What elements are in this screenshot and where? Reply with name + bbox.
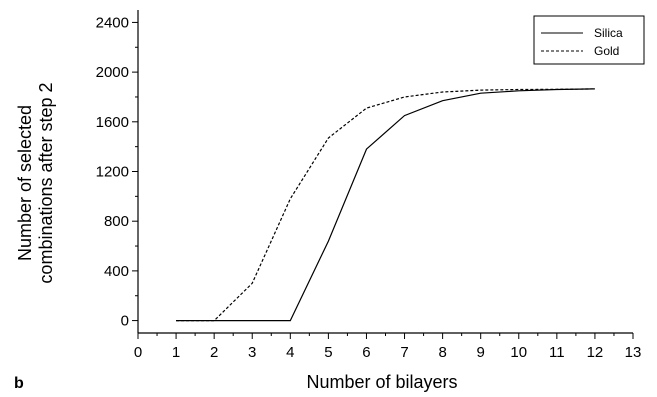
x-tick-label: 7 [400, 344, 408, 361]
ticks: 0 1 2 3 4 5 6 7 8 9 10 11 12 130400800120016002000240… [96, 14, 642, 361]
legend: Silica Gold [533, 15, 645, 65]
legend-label-gold: Gold [594, 44, 619, 58]
x-tick-label: 1 [172, 344, 180, 361]
series-line-gold [176, 88, 595, 322]
y-tick-label: 1200 [96, 164, 129, 181]
legend-label-silica: Silica [594, 26, 623, 40]
legend-box [533, 15, 645, 65]
x-tick-label: 10 [510, 344, 527, 361]
y-axis-title-line-1: Number of selected [15, 105, 35, 261]
x-axis-title: Number of bilayers [306, 372, 457, 392]
x-tick-label: 12 [587, 344, 604, 361]
y-tick-label: 2400 [96, 14, 129, 31]
y-tick-label: 1600 [96, 114, 129, 131]
series-line-silica [176, 88, 595, 322]
series-group [176, 88, 595, 322]
y-tick-label: 800 [104, 213, 129, 230]
x-tick-label: 3 [248, 344, 256, 361]
x-tick-label: 2 [210, 344, 218, 361]
y-tick-label: 400 [104, 263, 129, 280]
x-tick-label: 9 [477, 344, 485, 361]
x-tick-label: 6 [362, 344, 370, 361]
x-tick-label: 5 [324, 344, 332, 361]
x-tick-label: 4 [286, 344, 294, 361]
x-tick-label: 13 [625, 344, 642, 361]
x-tick-label: 8 [438, 344, 446, 361]
y-axis-title-line-2: combinations after step 2 [36, 82, 56, 283]
panel-label: b [14, 375, 24, 392]
x-tick-label: 11 [549, 344, 565, 361]
y-tick-label: 0 [121, 313, 129, 330]
y-tick-label: 2000 [96, 64, 129, 81]
x-tick-label: 0 [134, 344, 142, 361]
